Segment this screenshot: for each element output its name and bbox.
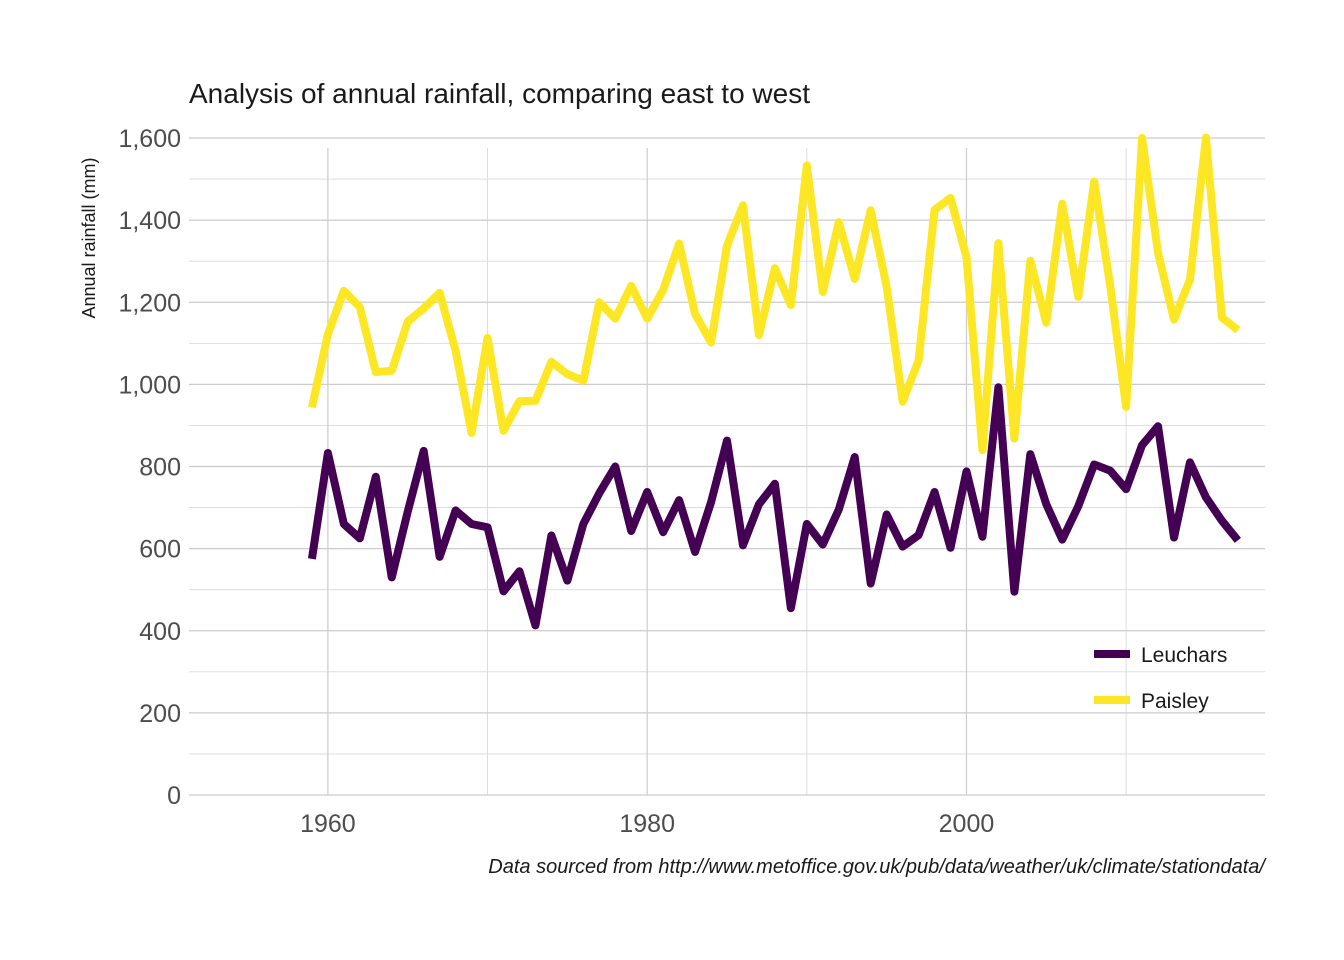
series-line-paisley [308, 133, 1241, 455]
y-tick-label: 400 [139, 618, 181, 646]
series-line-leuchars [307, 383, 1241, 630]
chart-title: Analysis of annual rainfall, comparing e… [189, 78, 810, 109]
x-tick-label: 2000 [939, 810, 995, 838]
y-tick-label: 200 [139, 700, 181, 728]
y-tick-label: 800 [139, 454, 181, 482]
x-tick-label: 1980 [619, 810, 675, 838]
x-axis-ticks: 1960 1980 2000 [300, 810, 994, 838]
y-axis-label: Annual rainfall (mm) [79, 157, 99, 318]
x-tick-label: 1960 [300, 810, 356, 838]
series-group [307, 133, 1241, 630]
chart-caption: Data sourced from http://www.metoffice.g… [488, 856, 1267, 878]
legend: Leuchars Paisley [1094, 644, 1227, 713]
y-tick-label: 600 [139, 536, 181, 564]
y-tick-label: 1,400 [118, 207, 181, 235]
y-tick-label: 1,200 [118, 289, 181, 317]
y-tick-label: 1,600 [118, 125, 181, 153]
legend-label-leuchars: Leuchars [1141, 644, 1227, 667]
legend-label-paisley: Paisley [1141, 690, 1209, 713]
y-tick-label: 0 [167, 782, 181, 810]
y-tick-label: 1,000 [118, 371, 181, 399]
y-axis-ticks: 0 200 400 600 800 1,000 1,200 1,400 1,600 [118, 125, 181, 810]
